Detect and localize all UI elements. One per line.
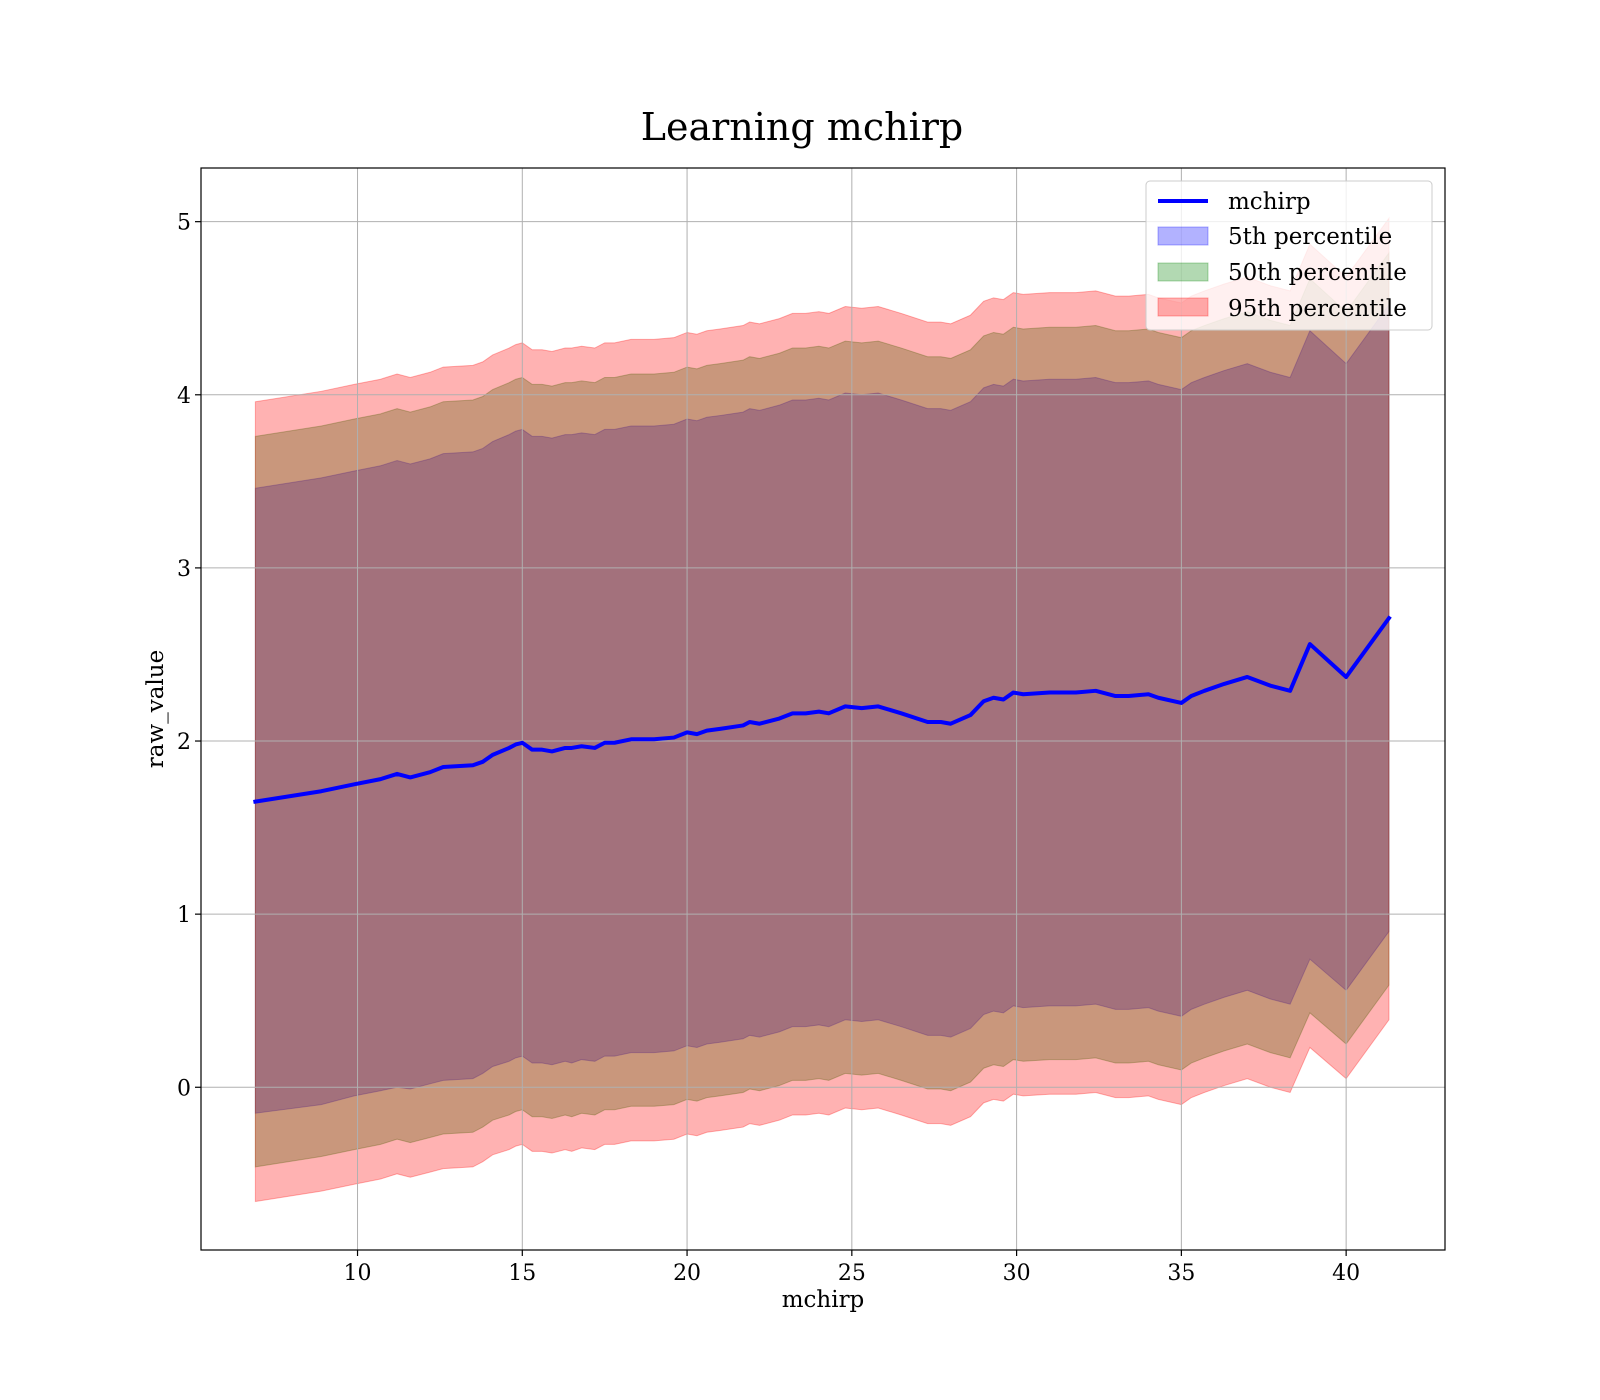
grid	[201, 168, 1445, 1250]
band-50th	[254, 251, 1390, 1168]
y-axis-ticks: 0 1 2 3 4 5	[177, 211, 201, 1101]
y-axis-label: raw_value	[143, 650, 169, 768]
plot-frame	[200, 167, 1446, 1251]
y-tick-label: 3	[177, 557, 191, 582]
y-tick-label: 1	[177, 903, 191, 928]
band-95th	[254, 216, 1390, 1203]
x-tick-label: 40	[1332, 1261, 1360, 1286]
legend-swatch-5th	[1157, 226, 1209, 246]
x-tick-label: 30	[1003, 1261, 1031, 1286]
percentile-bands	[254, 216, 1390, 1203]
mchirp-line	[253, 615, 1392, 804]
y-tick-label: 0	[177, 1076, 191, 1101]
band-5th	[254, 303, 1390, 1114]
x-axis-ticks: 10 15 20 25 30 35 40	[344, 1250, 1360, 1286]
mean-line-layer	[253, 615, 1392, 804]
legend-swatch-50th	[1157, 262, 1209, 282]
legend-frame	[1145, 180, 1433, 331]
legend-swatch-95th	[1157, 297, 1209, 317]
legend: mchirp 5th percentile 50th percentile 95…	[1145, 180, 1433, 331]
x-axis-label: mchirp	[782, 1287, 865, 1313]
x-tick-label: 20	[673, 1261, 701, 1286]
y-tick-label: 5	[177, 211, 191, 236]
x-tick-label: 35	[1167, 1261, 1195, 1286]
chart-title: Learning mchirp	[641, 105, 963, 149]
legend-label-95th: 95th percentile	[1228, 296, 1407, 322]
x-tick-label: 25	[838, 1261, 866, 1286]
y-tick-label: 2	[177, 730, 191, 755]
y-tick-label: 4	[177, 384, 191, 409]
legend-label-mchirp: mchirp	[1228, 189, 1311, 215]
x-tick-label: 10	[344, 1261, 372, 1286]
x-tick-label: 15	[508, 1261, 536, 1286]
legend-label-5th: 5th percentile	[1228, 224, 1392, 250]
legend-label-50th: 50th percentile	[1228, 260, 1407, 286]
